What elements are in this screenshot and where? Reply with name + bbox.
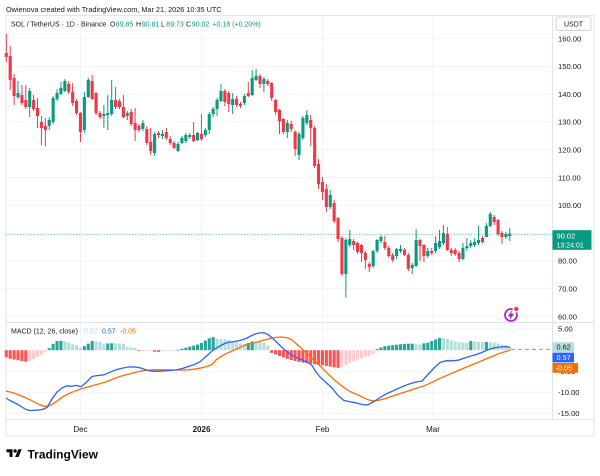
svg-text:Feb: Feb	[316, 425, 330, 434]
svg-text:100.00: 100.00	[558, 201, 581, 210]
svg-text:0.62: 0.62	[557, 343, 571, 352]
svg-text:2026: 2026	[193, 425, 211, 434]
svg-text:TradingView: TradingView	[28, 448, 99, 462]
svg-text:Mar: Mar	[426, 425, 440, 434]
svg-text:-0.05: -0.05	[556, 363, 573, 372]
svg-text:60.00: 60.00	[558, 312, 577, 321]
svg-text:13:24:01: 13:24:01	[557, 242, 584, 249]
svg-text:90.02: 90.02	[192, 22, 210, 29]
svg-text:90.02: 90.02	[557, 232, 576, 241]
svg-text:140.00: 140.00	[558, 90, 581, 99]
svg-text:80.00: 80.00	[558, 257, 577, 266]
svg-text:-10.00: -10.00	[558, 388, 580, 397]
svg-text:0.57: 0.57	[557, 353, 571, 362]
svg-text:150.00: 150.00	[558, 62, 581, 71]
svg-text:L: L	[161, 22, 165, 29]
svg-text:89.85: 89.85	[116, 22, 134, 29]
svg-text:USDT: USDT	[564, 21, 584, 28]
svg-text:90.81: 90.81	[142, 22, 160, 29]
svg-text:110.00: 110.00	[558, 173, 581, 182]
svg-text:C: C	[186, 22, 191, 29]
svg-text:5.00: 5.00	[558, 325, 573, 334]
svg-text:160.00: 160.00	[558, 34, 581, 43]
svg-text:O: O	[110, 22, 116, 29]
svg-text:Owienova created with TradingV: Owienova created with TradingView.com, M…	[6, 5, 222, 14]
svg-text:SOL / TetherUS · 1D · Binance: SOL / TetherUS · 1D · Binance	[11, 22, 106, 29]
svg-text:MACD (12, 26, close): MACD (12, 26, close)	[11, 329, 78, 336]
svg-text:-15.00: -15.00	[558, 409, 580, 418]
svg-text:130.00: 130.00	[558, 118, 581, 127]
svg-text:+0.18 (+0.20%): +0.18 (+0.20%)	[213, 22, 261, 29]
svg-text:Dec: Dec	[73, 425, 87, 434]
svg-text:H: H	[136, 22, 141, 29]
svg-text:0.57: 0.57	[102, 329, 116, 336]
svg-text:120.00: 120.00	[558, 146, 581, 155]
svg-text:70.00: 70.00	[558, 285, 577, 294]
svg-text:-0.05: -0.05	[120, 329, 136, 336]
svg-text:89.73: 89.73	[166, 22, 184, 29]
svg-text:0.62: 0.62	[84, 329, 98, 336]
